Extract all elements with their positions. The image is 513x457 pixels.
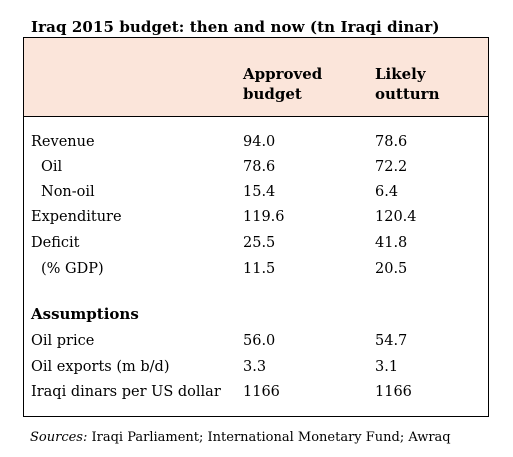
- row-label-revenue: Revenue: [31, 134, 95, 150]
- cell-deficit-approved: 25.5: [243, 235, 276, 251]
- section-assumptions: Assumptions: [31, 305, 139, 323]
- source-note: Sources: Iraqi Parliament; International…: [30, 430, 451, 445]
- cell-oil-approved: 78.6: [243, 159, 276, 175]
- header-band: [24, 38, 488, 117]
- column-header-approved-line1: Approved: [243, 65, 323, 83]
- cell-exchange-rate-approved: 1166: [243, 384, 280, 400]
- cell-expenditure-outturn: 120.4: [375, 209, 417, 225]
- cell-oil-price-approved: 56.0: [243, 333, 276, 349]
- cell-deficit-outturn: 41.8: [375, 235, 408, 251]
- source-text: Iraqi Parliament; International Monetary…: [91, 430, 451, 445]
- cell-non-oil-approved: 15.4: [243, 184, 276, 200]
- row-label-oil-price: Oil price: [31, 333, 95, 349]
- cell-oil-price-outturn: 54.7: [375, 333, 408, 349]
- row-label-exchange-rate: Iraqi dinars per US dollar: [31, 384, 221, 400]
- column-header-outturn: Likely outturn: [375, 64, 439, 104]
- cell-revenue-outturn: 78.6: [375, 134, 408, 150]
- row-label-non-oil: Non-oil: [41, 184, 95, 200]
- cell-revenue-approved: 94.0: [243, 134, 276, 150]
- cell-exchange-rate-outturn: 1166: [375, 384, 412, 400]
- column-header-outturn-line1: Likely: [375, 65, 426, 83]
- cell-gdp-share-outturn: 20.5: [375, 261, 408, 277]
- cell-expenditure-approved: 119.6: [243, 209, 285, 225]
- table-title: Iraq 2015 budget: then and now (tn Iraqi…: [31, 18, 440, 36]
- cell-non-oil-outturn: 6.4: [375, 184, 399, 200]
- source-label: Sources:: [30, 430, 88, 445]
- cell-oil-exports-approved: 3.3: [243, 359, 267, 375]
- row-label-expenditure: Expenditure: [31, 209, 122, 225]
- cell-gdp-share-approved: 11.5: [243, 261, 276, 277]
- column-header-approved-line2: budget: [243, 85, 302, 103]
- row-label-oil-exports: Oil exports (m b/d): [31, 359, 170, 375]
- row-label-gdp-share: (% GDP): [41, 261, 104, 277]
- column-header-outturn-line2: outturn: [375, 85, 440, 103]
- row-label-oil: Oil: [41, 159, 63, 175]
- row-label-deficit: Deficit: [31, 235, 80, 251]
- table-frame: [23, 37, 489, 417]
- cell-oil-outturn: 72.2: [375, 159, 408, 175]
- column-header-approved: Approved budget: [243, 64, 322, 104]
- cell-oil-exports-outturn: 3.1: [375, 359, 399, 375]
